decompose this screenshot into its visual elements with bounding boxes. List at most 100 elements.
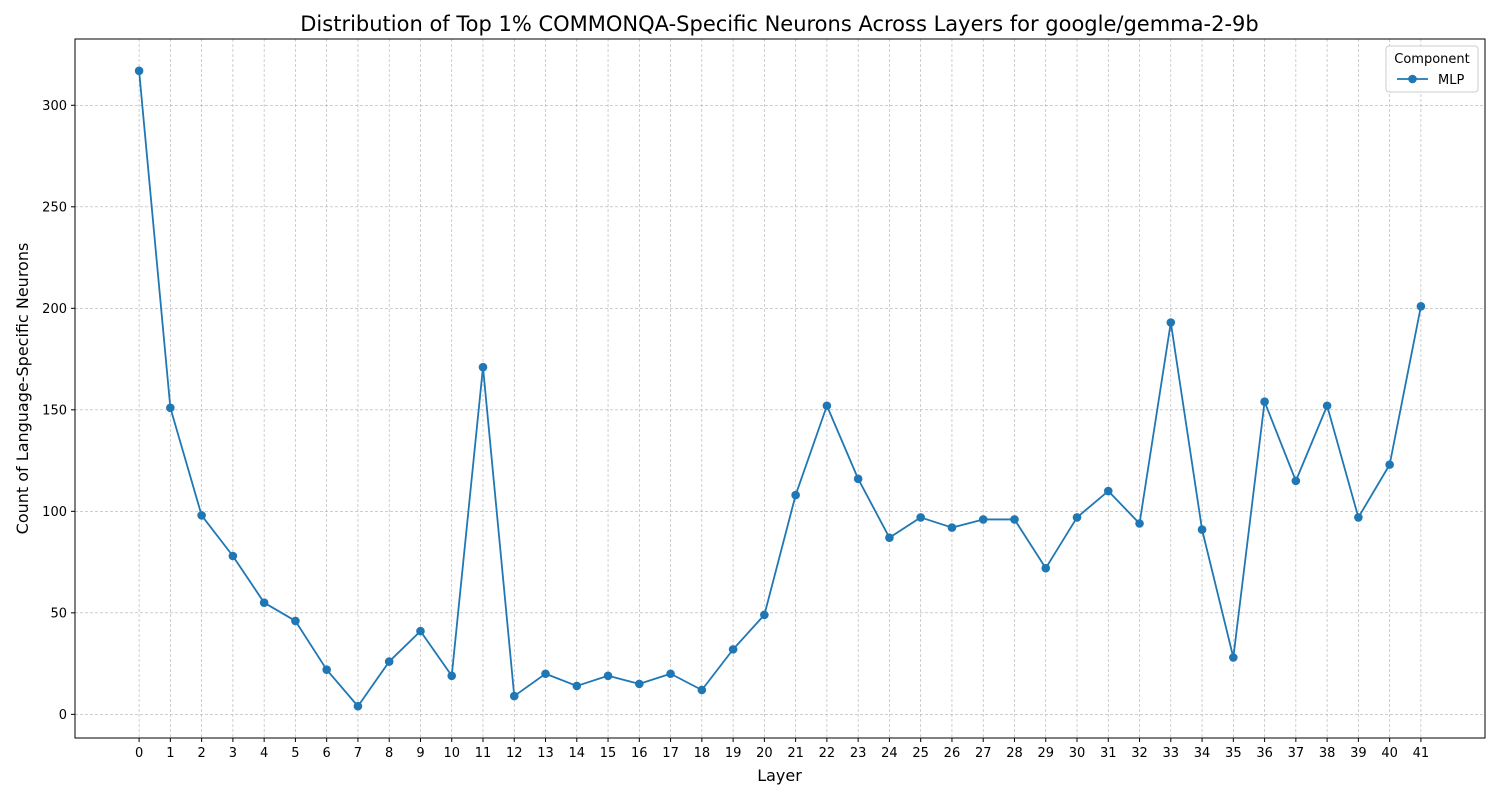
data-point [853, 474, 863, 484]
x-tick-label: 33 [1163, 746, 1180, 761]
x-tick-label: 3 [229, 746, 237, 761]
x-tick-label: 22 [819, 746, 836, 761]
x-tick-label: 6 [323, 746, 331, 761]
x-tick-label: 36 [1256, 746, 1273, 761]
data-point [1322, 401, 1332, 411]
data-point [1135, 519, 1144, 528]
x-tick-label: 18 [694, 746, 711, 761]
data-point [1072, 513, 1082, 522]
x-tick-label: 8 [385, 746, 393, 761]
x-tick-label: 23 [850, 746, 867, 761]
series-layer [134, 66, 1426, 711]
data-point [916, 513, 925, 522]
data-point [728, 645, 738, 654]
data-point [166, 403, 175, 413]
data-point [1166, 318, 1176, 327]
legend: Component MLP [1385, 45, 1479, 93]
x-tick-label: 39 [1350, 746, 1367, 761]
data-point [228, 551, 238, 561]
data-point [1291, 476, 1301, 486]
data-point [1229, 653, 1238, 662]
data-point [635, 679, 644, 689]
data-point [760, 610, 769, 620]
x-tick-label: 24 [881, 746, 898, 761]
legend-series-marker [1408, 74, 1417, 84]
x-tick-label: 41 [1413, 746, 1430, 761]
x-tick-label: 37 [1288, 746, 1305, 761]
data-point [353, 701, 363, 711]
data-point [822, 401, 832, 411]
data-point [572, 681, 582, 691]
y-tick-label: 300 [42, 99, 67, 114]
data-point [1260, 397, 1269, 406]
x-tick-label: 26 [944, 746, 961, 761]
data-point [1416, 301, 1426, 311]
data-point [603, 671, 613, 681]
legend-series-label: MLP [1438, 73, 1464, 88]
x-tick-label: 4 [260, 746, 268, 761]
series-line-mlp [138, 70, 1422, 708]
x-tick-label: 30 [1069, 746, 1086, 761]
y-tick-label: 0 [59, 708, 67, 723]
data-point [197, 511, 206, 520]
x-tick-label: 14 [569, 746, 586, 761]
chart-title: Distribution of Top 1% COMMONQA-Specific… [300, 12, 1258, 36]
y-axis-label: Count of Language-Specific Neurons [13, 243, 32, 535]
data-point [1385, 460, 1394, 469]
data-point [478, 362, 488, 372]
x-tick-label: 29 [1037, 746, 1054, 761]
x-tick-label: 27 [975, 746, 992, 761]
y-tick-label: 200 [42, 302, 67, 317]
y-axis: 0 50 100 150 200 250 300 [42, 99, 75, 723]
x-tick-label: 21 [787, 746, 804, 761]
x-tick-label: 1 [166, 746, 174, 761]
x-tick-label: 31 [1100, 746, 1117, 761]
data-point [885, 533, 894, 543]
x-tick-label: 40 [1381, 746, 1398, 761]
data-point [322, 665, 331, 674]
x-tick-label: 0 [135, 746, 143, 761]
data-point [1103, 486, 1113, 496]
plot-frame [74, 38, 1486, 739]
x-tick-label: 7 [354, 746, 362, 761]
data-point [1041, 563, 1051, 573]
x-tick-label: 13 [537, 746, 554, 761]
data-point [1197, 525, 1207, 534]
x-tick-label: 35 [1225, 746, 1242, 761]
x-tick-label: 20 [756, 746, 773, 761]
data-point [291, 616, 300, 626]
data-point [1010, 515, 1019, 524]
x-tick-label: 19 [725, 746, 742, 761]
x-tick-label: 10 [443, 746, 460, 761]
x-tick-label: 2 [197, 746, 205, 761]
data-point [541, 669, 550, 679]
data-point [447, 671, 457, 681]
x-tick-label: 15 [600, 746, 617, 761]
data-point [416, 626, 425, 636]
y-tick-label: 150 [42, 403, 67, 418]
x-axis: 0 1 2 3 4 5 6 7 8 9 10 11 12 13 14 15 16 17 18 19 20 21 22 23 24… [135, 738, 1429, 761]
data-point [947, 523, 957, 532]
data-point [134, 66, 144, 76]
x-tick-label: 9 [416, 746, 424, 761]
x-tick-label: 32 [1131, 746, 1148, 761]
y-tick-label: 50 [50, 606, 67, 621]
legend-title: Component [1394, 52, 1469, 67]
data-point [509, 691, 519, 701]
y-tick-label: 100 [42, 505, 67, 520]
x-tick-label: 28 [1006, 746, 1023, 761]
x-tick-label: 5 [291, 746, 299, 761]
data-point [259, 598, 269, 607]
x-tick-label: 16 [631, 746, 648, 761]
grid [75, 39, 1485, 738]
x-tick-label: 38 [1319, 746, 1336, 761]
x-axis-label: Layer [757, 766, 802, 785]
data-point [791, 490, 800, 500]
data-point [978, 515, 988, 524]
data-point [1354, 513, 1363, 522]
data-point [697, 685, 707, 695]
y-tick-label: 250 [42, 200, 67, 215]
x-tick-label: 17 [662, 746, 679, 761]
x-tick-label: 12 [506, 746, 523, 761]
